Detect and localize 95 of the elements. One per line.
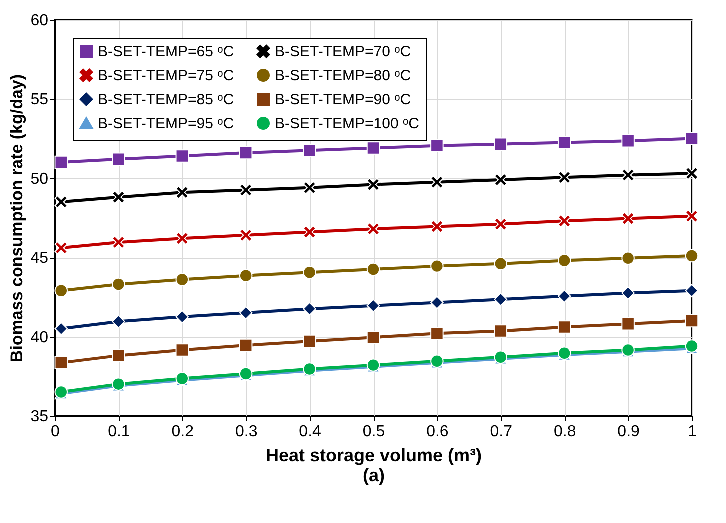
y-tick-label: 55 <box>30 92 49 109</box>
point <box>685 132 699 146</box>
y-tick-label: 35 <box>30 408 49 426</box>
point <box>176 344 190 357</box>
point <box>176 273 190 286</box>
x-axis-title: Heat storage volume (m³) <box>266 446 482 466</box>
y-tick-label: 45 <box>30 250 49 268</box>
point <box>54 156 68 170</box>
point <box>558 136 572 150</box>
point <box>622 168 635 182</box>
point <box>239 146 253 160</box>
point <box>366 142 380 155</box>
legend-label: B-SET-TEMP=90 ᵒC <box>275 92 412 108</box>
legend-label: B-SET-TEMP=80 ᵒC <box>275 68 412 84</box>
legend-label: B-SET-TEMP=100 ᵒC <box>275 116 420 132</box>
point <box>558 214 572 228</box>
x-tick-label: 0.3 <box>235 424 258 440</box>
point <box>558 254 572 268</box>
point <box>622 212 635 226</box>
y-tick-label: 40 <box>30 329 49 346</box>
point <box>112 315 126 328</box>
y-axis-title: Biomass consumption rate (kg/day) <box>8 74 27 363</box>
point <box>54 241 68 255</box>
point <box>303 181 316 195</box>
point <box>430 176 444 189</box>
point <box>239 306 253 320</box>
point <box>176 150 190 163</box>
point <box>558 290 572 304</box>
y-tick-label: 60 <box>30 12 49 30</box>
point <box>494 324 508 338</box>
point <box>685 249 699 263</box>
legend-label: B-SET-TEMP=70 ᵒC <box>275 44 412 61</box>
point <box>112 152 126 166</box>
point <box>239 338 253 352</box>
point <box>685 314 699 328</box>
x-tick-label: 0.6 <box>426 424 449 440</box>
point <box>430 296 444 310</box>
point <box>685 284 699 298</box>
point <box>54 196 68 209</box>
point <box>366 330 380 344</box>
point <box>494 138 508 151</box>
point <box>494 292 508 306</box>
point <box>112 190 126 204</box>
x-tick-label: 0.7 <box>490 424 513 440</box>
point <box>622 252 635 266</box>
x-tick-label: 0 <box>51 424 60 440</box>
point <box>558 170 572 184</box>
point <box>112 236 126 250</box>
point <box>558 320 572 334</box>
point <box>622 318 635 331</box>
point <box>685 210 699 224</box>
point <box>176 186 190 200</box>
point <box>303 334 316 348</box>
point <box>303 144 316 158</box>
point <box>366 299 380 313</box>
point <box>430 327 444 340</box>
point <box>685 340 699 353</box>
point <box>54 356 68 370</box>
point <box>303 302 316 316</box>
point <box>176 310 190 324</box>
legend-label: B-SET-TEMP=85 ᵒC <box>98 92 234 108</box>
point <box>112 278 126 292</box>
point <box>494 173 508 187</box>
point <box>54 322 68 336</box>
point <box>366 178 380 192</box>
x-tick-label: 0.8 <box>554 424 576 440</box>
x-tick-label: 1 <box>688 424 698 440</box>
point <box>622 286 635 300</box>
point <box>303 226 316 239</box>
point <box>366 222 380 236</box>
point <box>622 134 635 148</box>
x-tick-label: 0.4 <box>299 424 322 440</box>
point <box>494 257 508 271</box>
x-tick-label: 0.1 <box>108 424 130 440</box>
point <box>430 139 444 153</box>
point <box>239 269 253 282</box>
point <box>494 218 508 231</box>
x-tick-label: 0.5 <box>362 424 386 440</box>
point <box>239 184 253 197</box>
point <box>366 262 380 276</box>
legend-label: B-SET-TEMP=65 ᵒC <box>98 44 234 61</box>
point <box>430 220 444 234</box>
point <box>112 349 126 362</box>
point <box>685 167 699 180</box>
y-tick-label: 50 <box>30 170 49 188</box>
point <box>303 266 316 280</box>
point <box>239 228 253 242</box>
x-tick-label: 0.9 <box>618 424 640 440</box>
point <box>430 260 444 273</box>
text: (a) <box>363 466 386 486</box>
point <box>176 232 190 246</box>
x-tick-label: 0.2 <box>172 424 194 440</box>
legend-label: B-SET-TEMP=75 ᵒC <box>98 68 234 84</box>
point <box>54 284 68 298</box>
legend-label: B-SET-TEMP=95 ᵒC <box>98 116 234 132</box>
